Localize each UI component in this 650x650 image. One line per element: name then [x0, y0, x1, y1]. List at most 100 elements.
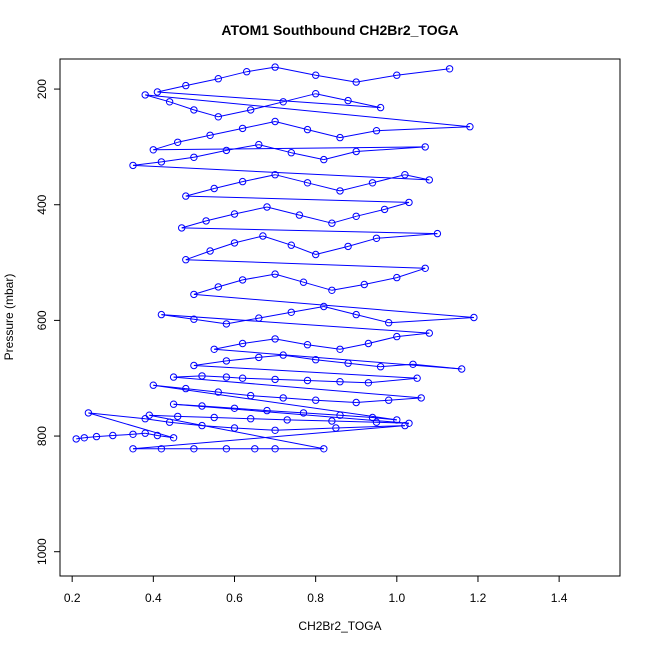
data-point: [72, 435, 80, 443]
series-line-segment: [323, 151, 357, 161]
y-tick-label: 200: [35, 79, 49, 99]
data-point: [238, 374, 247, 382]
data-point: [320, 302, 328, 311]
series-line-segment: [185, 250, 211, 261]
series-line-segment: [242, 121, 276, 129]
data-point: [202, 217, 210, 225]
data-point: [174, 412, 182, 421]
series-line-segment: [157, 91, 381, 109]
data-point: [295, 211, 304, 219]
data-point: [401, 421, 409, 430]
series-line-segment: [169, 421, 203, 427]
data-point: [238, 276, 247, 284]
series-line-segment: [226, 317, 259, 325]
data-point: [153, 431, 162, 440]
data-point: [287, 149, 295, 157]
series-line-segment: [368, 377, 418, 384]
x-axis-label: CH2Br2_TOGA: [298, 619, 381, 633]
data-point: [303, 376, 312, 385]
series-line-segment: [356, 146, 426, 152]
series-line-segment: [404, 174, 430, 181]
data-point: [198, 372, 206, 380]
series-line-segment: [185, 388, 219, 393]
series-line-segment: [266, 410, 304, 414]
data-point: [364, 379, 373, 387]
data-point: [157, 445, 166, 453]
series-line-segment: [287, 419, 332, 422]
series-line-segment: [242, 273, 276, 281]
series-line-segment: [153, 141, 178, 151]
series-line-segment: [242, 174, 276, 183]
series-line-segment: [96, 435, 113, 438]
series-line-segment: [149, 414, 178, 417]
series-line-segment: [315, 245, 349, 255]
plot-area: [72, 63, 478, 453]
data-point: [190, 445, 198, 453]
data-point: [312, 90, 320, 98]
data-point: [255, 314, 263, 322]
data-point: [352, 398, 360, 407]
data-point: [222, 357, 231, 365]
data-point: [433, 229, 442, 238]
series-line-segment: [246, 66, 276, 73]
data-point: [157, 310, 166, 319]
data-point: [303, 341, 312, 349]
data-point: [165, 98, 174, 106]
data-point: [271, 426, 279, 434]
series-line-segment: [331, 420, 377, 423]
y-tick-label: 800: [35, 426, 49, 446]
data-point: [372, 418, 381, 426]
data-point: [222, 146, 231, 155]
data-point: [210, 345, 218, 353]
series-lines: [76, 66, 474, 450]
x-tick-label: 1.0: [388, 591, 405, 605]
data-point: [336, 411, 344, 419]
x-tick-label: 1.2: [470, 591, 487, 605]
series-line-segment: [275, 427, 336, 431]
data-point: [271, 117, 279, 126]
series-line-segment: [303, 281, 333, 291]
data-point: [417, 394, 425, 402]
data-point: [328, 417, 336, 425]
series-line-segment: [76, 437, 85, 440]
data-point: [129, 430, 137, 438]
series-line-segment: [145, 418, 170, 423]
data-point: [109, 431, 117, 440]
series-line-segment: [132, 432, 146, 435]
data-point: [210, 184, 218, 193]
series-line-segment: [339, 343, 369, 350]
series-line-segment: [226, 376, 243, 379]
data-point: [344, 359, 352, 367]
data-point: [312, 250, 320, 259]
data-point: [206, 247, 214, 255]
data-point: [182, 192, 190, 200]
series-line-segment: [234, 407, 268, 412]
series-line-segment: [388, 397, 422, 401]
data-point: [299, 409, 308, 417]
data-point: [360, 280, 368, 289]
series-line-segment: [388, 317, 474, 324]
series-line-segment: [84, 436, 97, 439]
series-line-segment: [315, 74, 357, 83]
series-line-segment: [145, 94, 470, 128]
series-line-segment: [291, 244, 316, 255]
data-point: [263, 203, 271, 211]
series-line-segment: [88, 412, 174, 439]
series-line-segment: [356, 314, 389, 324]
series-line-segment: [274, 273, 304, 283]
data-point: [332, 424, 340, 432]
y-tick-label: 1000: [35, 538, 49, 565]
data-point: [157, 158, 166, 166]
data-point: [368, 413, 377, 422]
data-point: [344, 242, 352, 251]
data-point: [425, 176, 433, 184]
data-point: [336, 345, 344, 353]
data-point: [279, 98, 287, 106]
series-line-segment: [201, 375, 227, 378]
series-line-segment: [169, 101, 195, 111]
data-point: [312, 396, 320, 404]
series-line-segment: [384, 201, 410, 210]
series-line-segment: [193, 109, 219, 118]
series-line-segment: [291, 306, 324, 313]
